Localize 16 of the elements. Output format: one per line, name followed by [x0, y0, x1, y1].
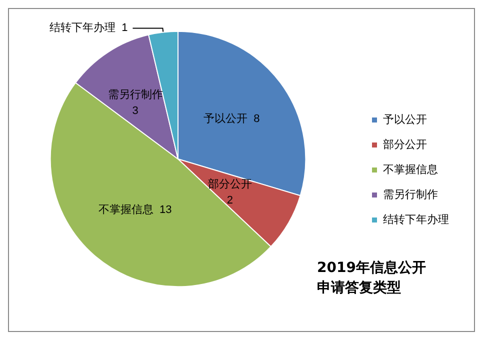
data-label: 8 [254, 113, 260, 126]
text: 2019年信息公开申请答复类型 [317, 260, 426, 296]
data-label: 2 [226, 194, 233, 206]
legend-label: 部分公开 [383, 138, 427, 151]
slice-label: 结转下年办理 [49, 21, 116, 34]
data-label: 13 [159, 204, 172, 216]
legend-label: 予以公开 [383, 113, 427, 126]
slice-label: 予以公开 [204, 112, 248, 126]
legend-label: 需另行制作 [383, 188, 438, 201]
slice-label: 不掌握信息 [98, 203, 154, 216]
legend-label: 结转下年办理 [383, 213, 449, 226]
data-label: 1 [122, 22, 128, 34]
data-label: 3 [132, 105, 138, 118]
legend-label: 不掌握信息 [383, 163, 438, 176]
slice-label: 部分公开 [208, 177, 252, 190]
slice-label: 需另行制作 [108, 88, 163, 102]
